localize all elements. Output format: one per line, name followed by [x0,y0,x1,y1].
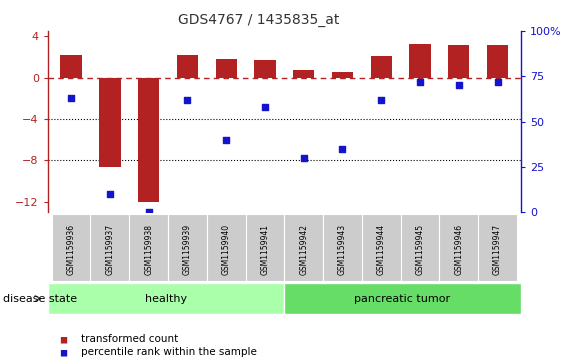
Text: GSM1159945: GSM1159945 [415,224,425,275]
Bar [177,55,198,78]
Bar [448,45,470,78]
Point [493,79,502,85]
Point [299,155,308,161]
Bar [284,283,521,314]
Point [66,95,75,101]
Text: pancreatic tumor: pancreatic tumor [355,294,450,303]
Text: disease state: disease state [3,294,77,303]
Bar [439,214,478,281]
Text: GSM1159943: GSM1159943 [338,224,347,275]
Bar [216,59,237,78]
Bar [332,72,353,78]
Point [261,104,270,110]
Text: GSM1159937: GSM1159937 [105,224,114,275]
Bar [99,78,120,167]
Bar [323,214,362,281]
Text: percentile rank within the sample: percentile rank within the sample [81,347,256,357]
Text: GSM1159944: GSM1159944 [377,224,386,275]
Bar [60,55,82,78]
Text: GSM1159939: GSM1159939 [183,224,192,275]
Bar [48,283,284,314]
Bar [129,214,168,281]
Bar [91,214,129,281]
Bar [207,214,245,281]
Bar [168,214,207,281]
Text: GSM1159941: GSM1159941 [261,224,270,274]
Text: transformed count: transformed count [81,334,178,344]
Text: ◼: ◼ [59,334,67,344]
Bar [138,78,159,202]
Text: GDS4767 / 1435835_at: GDS4767 / 1435835_at [178,13,339,27]
Point [183,97,192,103]
Point [105,191,114,197]
Point [338,146,347,152]
Text: GSM1159946: GSM1159946 [454,224,463,275]
Text: GSM1159938: GSM1159938 [144,224,153,274]
Bar [254,60,276,78]
Text: GSM1159942: GSM1159942 [299,224,308,274]
Text: GSM1159947: GSM1159947 [493,224,502,275]
Bar [478,214,517,281]
Bar [284,214,323,281]
Bar [370,56,392,78]
Bar [52,214,91,281]
Text: GSM1159940: GSM1159940 [222,224,231,275]
Bar [362,214,401,281]
Text: healthy: healthy [145,294,187,303]
Bar [487,45,508,78]
Point [377,97,386,103]
Bar [409,44,431,78]
Point [144,209,153,215]
Point [454,82,463,88]
Point [415,79,425,85]
Bar [401,214,439,281]
Bar [293,70,314,78]
Point [222,137,231,143]
Text: GSM1159936: GSM1159936 [66,224,75,275]
Bar [245,214,284,281]
Text: ◼: ◼ [59,347,67,357]
